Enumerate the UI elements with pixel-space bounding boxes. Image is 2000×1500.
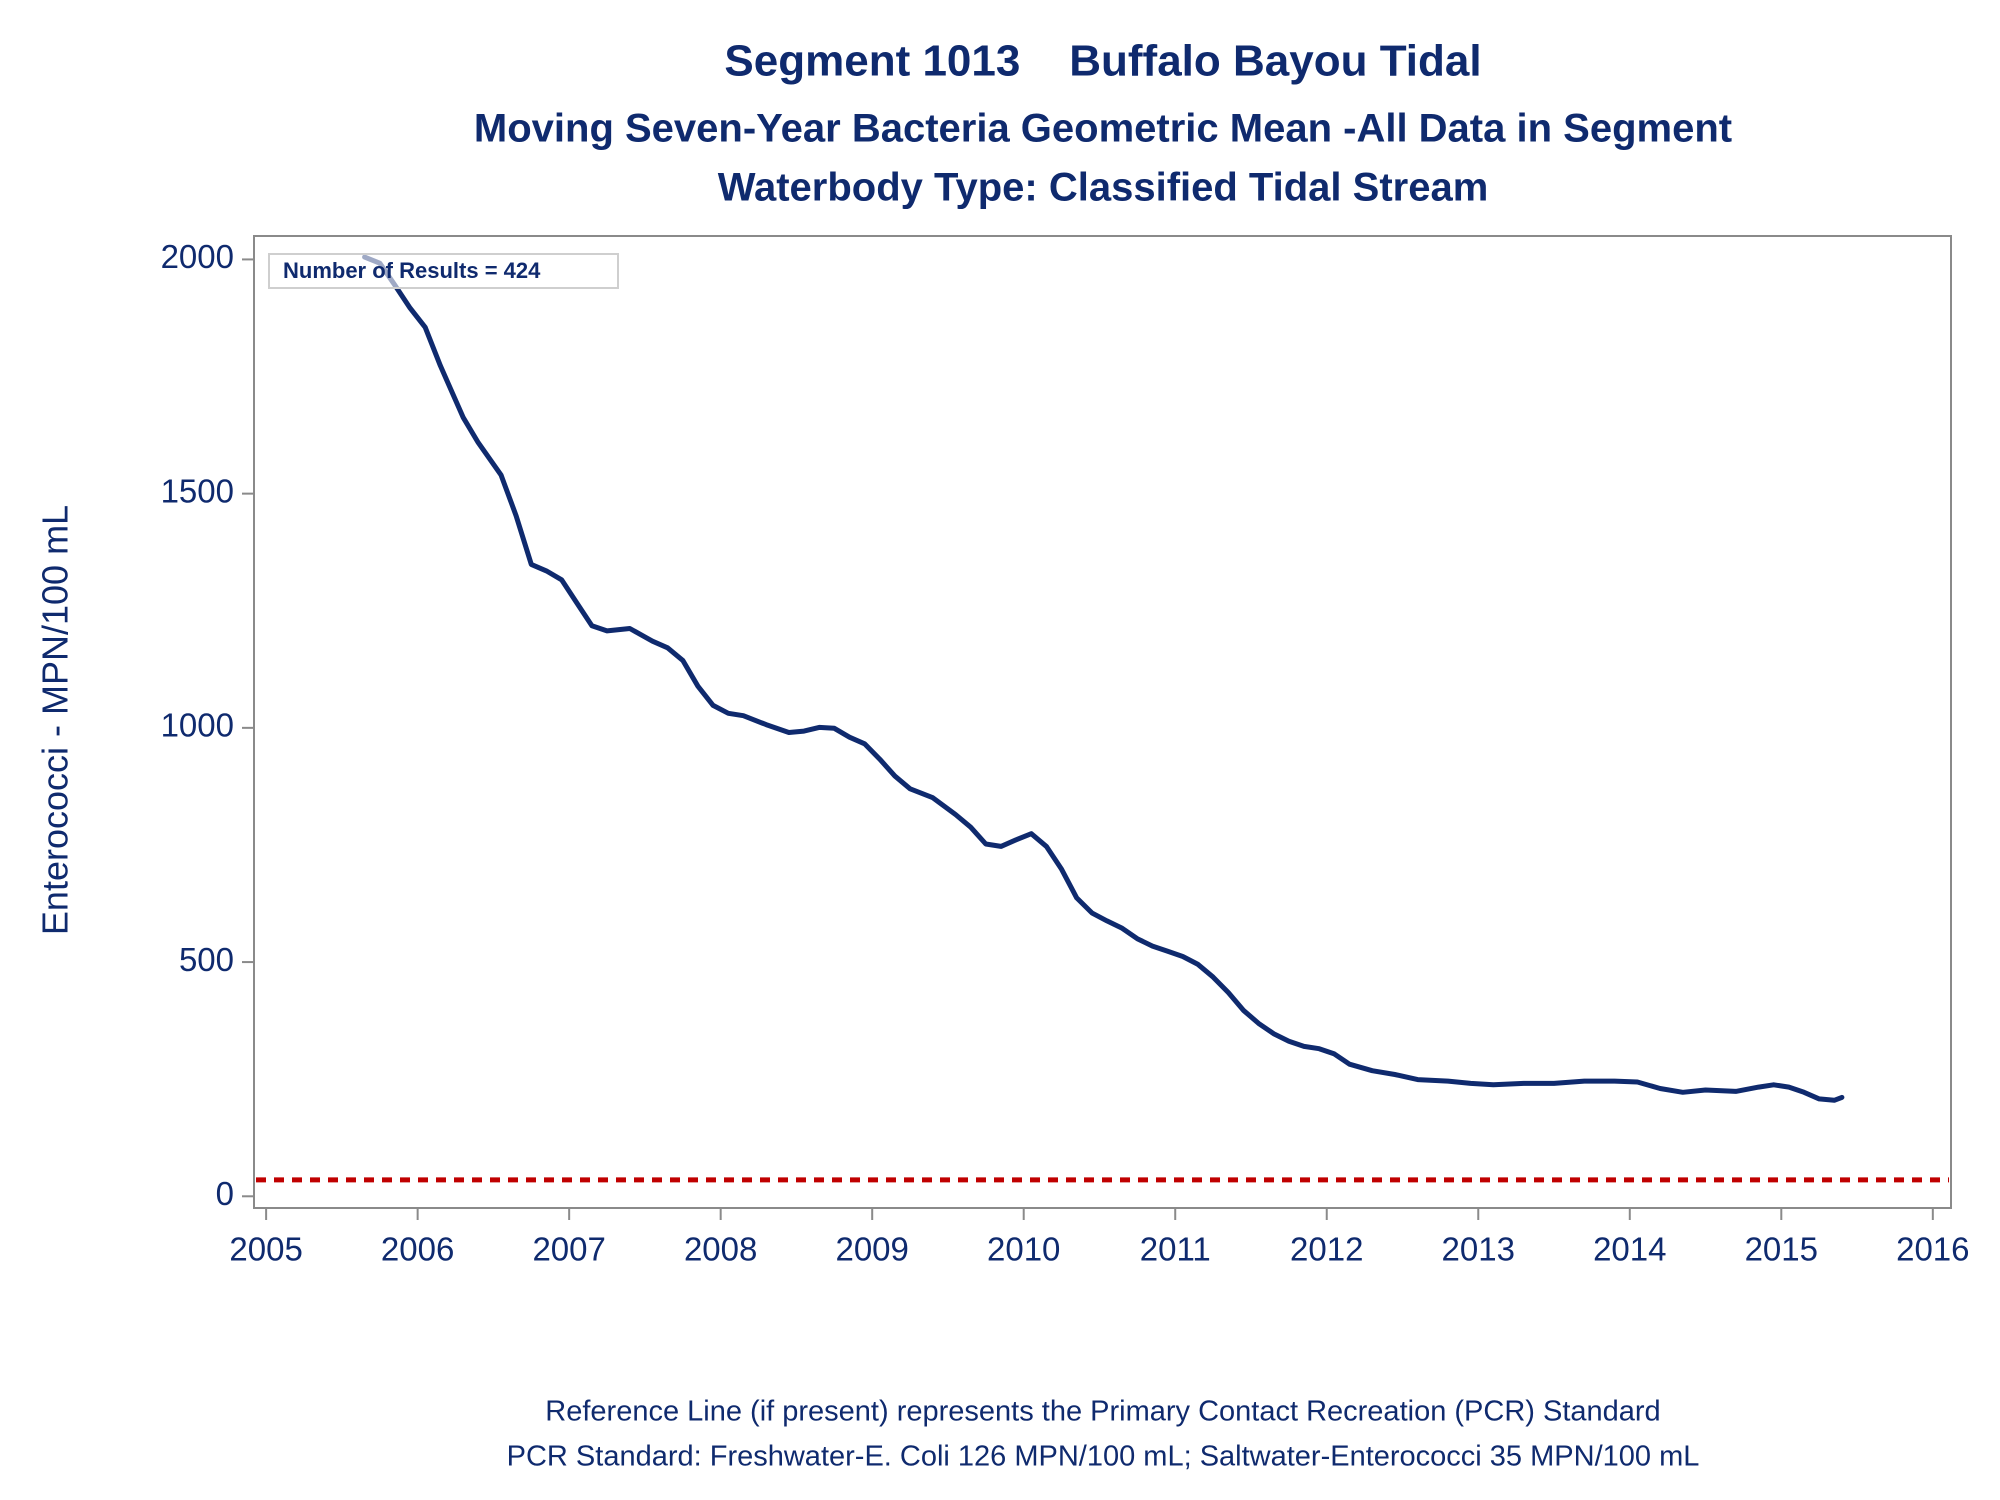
x-tick-label: 2007 — [532, 1231, 605, 1268]
y-tick-label: 2000 — [161, 238, 234, 275]
plot-frame — [253, 235, 1952, 1209]
x-tick-label: 2011 — [1140, 1231, 1211, 1268]
footnote: Reference Line (if present) represents t… — [545, 1396, 1660, 1428]
annotation-box — [268, 253, 619, 289]
footnote: PCR Standard: Freshwater-E. Coli 126 MPN… — [507, 1441, 1700, 1473]
y-tick-label: 1500 — [161, 472, 234, 509]
x-tick-label: 2013 — [1442, 1231, 1515, 1268]
x-tick-label: 2012 — [1290, 1231, 1363, 1268]
chart-subtitle: Waterbody Type: Classified Tidal Stream — [718, 166, 1489, 210]
data-line — [362, 254, 1845, 1103]
x-tick-label: 2016 — [1896, 1231, 1969, 1268]
x-tick-label: 2015 — [1745, 1231, 1818, 1268]
x-tick-label: 2010 — [987, 1231, 1060, 1268]
y-tick-label: 500 — [179, 941, 234, 978]
y-tick-label: 0 — [216, 1175, 234, 1212]
chart-subtitle: Moving Seven-Year Bacteria Geometric Mea… — [474, 107, 1732, 151]
x-tick-label: 2006 — [381, 1231, 454, 1268]
x-tick-label: 2014 — [1593, 1231, 1666, 1268]
chart-title: Segment 1013 Buffalo Bayou Tidal — [724, 37, 1481, 86]
x-tick-label: 2005 — [229, 1231, 302, 1268]
x-tick-label: 2009 — [835, 1231, 908, 1268]
annotation: Number of Results = 424 — [283, 258, 541, 283]
x-tick-label: 2008 — [684, 1231, 757, 1268]
y-axis-label: Enterococci - MPN/100 mL — [35, 505, 76, 935]
y-tick-label: 1000 — [161, 707, 234, 744]
